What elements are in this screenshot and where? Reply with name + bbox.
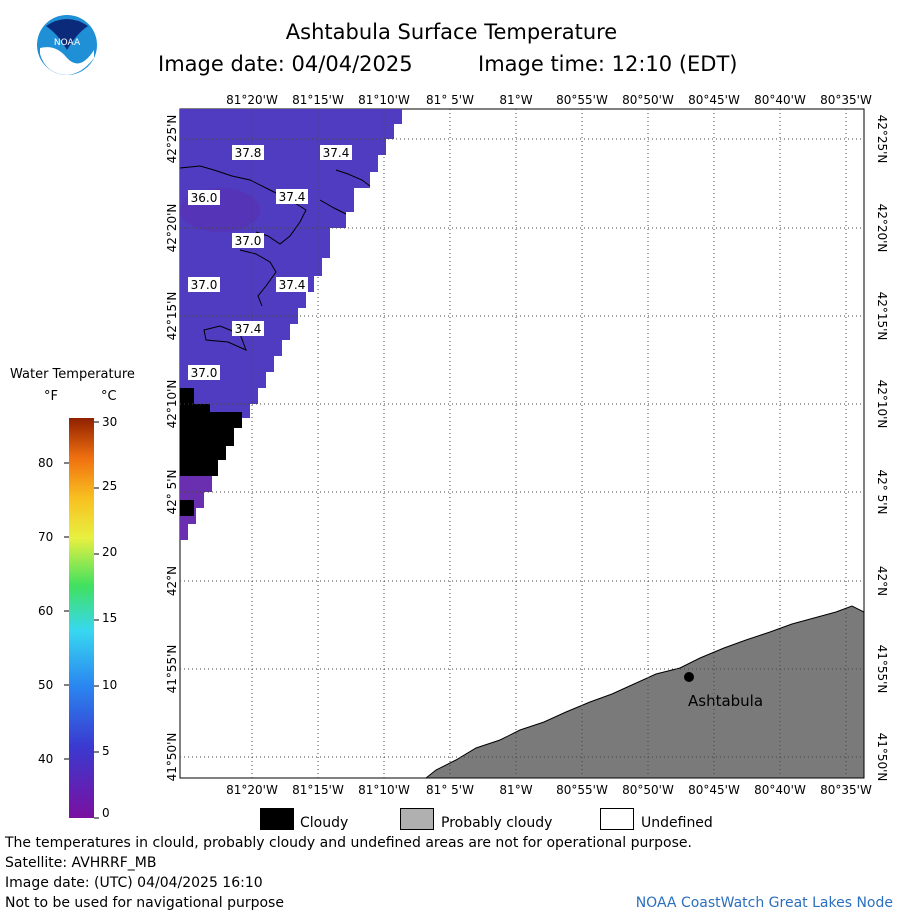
key-probably-cloudy-label: Probably cloudy	[441, 815, 553, 831]
logo-text: NOAA	[54, 38, 81, 48]
top-lon-label: 80°40'W	[754, 93, 806, 107]
footer-utc-date: Image date: (UTC) 04/04/2025 16:10	[5, 875, 263, 891]
legend-title: Water Temperature	[10, 367, 135, 382]
footer-disclaimer: The temperatures in clould, probably clo…	[5, 835, 692, 851]
legend-f-60: 60	[38, 604, 54, 618]
key-cloudy-swatch	[260, 808, 294, 830]
key-cloudy-label: Cloudy	[300, 815, 349, 831]
legend-f-70: 70	[38, 530, 54, 544]
contour-label: 37.4	[279, 278, 306, 292]
left-lat-label: 42° 5'N	[165, 470, 179, 515]
left-lat-label: 42°20'N	[165, 204, 179, 253]
bottom-lon-label: 80°50'W	[622, 783, 674, 797]
top-lon-label: 80°35'W	[820, 93, 872, 107]
contour-label-box	[232, 145, 264, 160]
key-undefined-label: Undefined	[641, 815, 713, 831]
bottom-lon-label: 81°20'W	[226, 783, 278, 797]
right-lat-label: 42°15'N	[875, 292, 889, 341]
top-lon-label: 80°55'W	[556, 93, 608, 107]
bottom-lon-label: 80°35'W	[820, 783, 872, 797]
left-lat-label: 42°N	[165, 566, 179, 596]
contour-label-box	[232, 321, 264, 336]
legend-c-30: 30	[102, 415, 118, 429]
legend-f-40: 40	[38, 752, 54, 766]
legend-f-50: 50	[38, 678, 54, 692]
temperature-colorbar	[69, 418, 94, 818]
top-lon-label: 81°15'W	[292, 93, 344, 107]
contour-label-box	[188, 190, 220, 205]
right-lat-label: 42°10'N	[875, 380, 889, 429]
top-lon-label: 81°W	[499, 93, 532, 107]
legend-f-80: 80	[38, 456, 54, 470]
bottom-lon-label: 81°W	[499, 783, 532, 797]
left-lat-label: 42°10'N	[165, 380, 179, 429]
contour-labels: 37.8 37.4 36.0 37.4 37.0 37.0 37.4 37.4 37.0	[188, 145, 352, 380]
top-lon-label: 80°45'W	[688, 93, 740, 107]
legend-c-5: 5	[102, 744, 110, 758]
key-undefined-swatch	[600, 808, 634, 830]
cloud-spot	[180, 500, 194, 516]
legend-unit-f: °F	[44, 389, 58, 404]
top-lon-label: 80°50'W	[622, 93, 674, 107]
contour-label: 37.0	[191, 278, 218, 292]
axis-labels: 81°20'W 81°15'W 81°10'W 81° 5'W 81°W 80°55'W 8…	[165, 93, 889, 797]
left-lat-label: 42°25'N	[165, 115, 179, 164]
contour-label: 36.0	[191, 191, 218, 205]
land-region	[424, 605, 865, 779]
contour-label: 37.4	[235, 322, 262, 336]
bottom-lon-label: 80°40'W	[754, 783, 806, 797]
contour-label-box	[188, 277, 220, 292]
map-title: Ashtabula Surface Temperature	[285, 20, 618, 44]
footer-navigation-note: Not to be used for navigational purpose	[5, 895, 284, 911]
top-lon-label: 81° 5'W	[426, 93, 474, 107]
contour-label-box	[276, 277, 308, 292]
water-region	[180, 109, 402, 418]
contour-label: 37.0	[235, 234, 262, 248]
noaa-logo: NOAA	[36, 14, 98, 76]
cloud-region	[180, 388, 242, 484]
legend-c-0: 0	[102, 806, 110, 820]
bottom-lon-label: 81° 5'W	[426, 783, 474, 797]
legend-c-25: 25	[102, 479, 118, 493]
contour-label: 37.4	[323, 146, 350, 160]
right-lat-label: 42°N	[875, 566, 889, 596]
left-lat-label: 41°50'N	[165, 733, 179, 782]
ashtabula-marker	[684, 672, 694, 682]
right-lat-label: 42°25'N	[875, 115, 889, 164]
legend-ticks	[64, 421, 99, 819]
top-lon-label: 81°20'W	[226, 93, 278, 107]
legend-unit-c: °C	[101, 389, 117, 404]
footer-satellite: Satellite: AVHRRF_MB	[5, 855, 157, 871]
image-time: Image time: 12:10 (EDT)	[478, 52, 738, 76]
bottom-lon-label: 81°15'W	[292, 783, 344, 797]
contour-label-box	[232, 233, 264, 248]
left-lat-label: 42°15'N	[165, 292, 179, 341]
contour-label-box	[320, 145, 352, 160]
top-lon-label: 81°10'W	[358, 93, 410, 107]
bottom-lon-label: 80°45'W	[688, 783, 740, 797]
contour-label: 37.8	[235, 146, 262, 160]
image-date: Image date: 04/04/2025	[158, 52, 413, 76]
key-probably-cloudy-swatch	[400, 808, 434, 830]
legend-c-10: 10	[102, 678, 118, 692]
ashtabula-label: Ashtabula	[688, 692, 763, 710]
contour-label-box	[188, 365, 220, 380]
contour-label-box	[276, 189, 308, 204]
left-lat-label: 41°55'N	[165, 645, 179, 694]
bottom-lon-label: 81°10'W	[358, 783, 410, 797]
legend-c-15: 15	[102, 611, 118, 625]
right-lat-label: 42° 5'N	[875, 470, 889, 515]
right-lat-label: 42°20'N	[875, 204, 889, 253]
noaa-logo-icon: NOAA	[37, 15, 97, 75]
legend-c-20: 20	[102, 545, 118, 559]
right-lat-label: 41°50'N	[875, 733, 889, 782]
contour-label: 37.0	[191, 366, 218, 380]
right-lat-label: 41°55'N	[875, 645, 889, 694]
bottom-lon-label: 80°55'W	[556, 783, 608, 797]
footer-credit: NOAA CoastWatch Great Lakes Node	[635, 895, 893, 911]
contour-label: 37.4	[279, 190, 306, 204]
